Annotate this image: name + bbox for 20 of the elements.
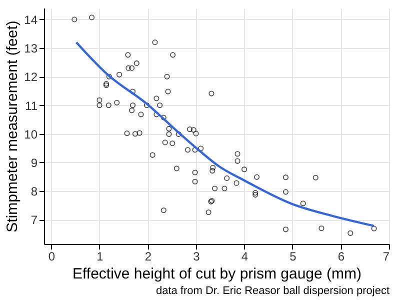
y-tick-label: 7 xyxy=(30,213,38,228)
y-tick-label: 9 xyxy=(30,156,38,170)
y-tick-label: 13 xyxy=(24,42,38,56)
y-tick-label: 11 xyxy=(25,98,38,113)
line-series xyxy=(75,41,376,228)
x-tick-label: 0 xyxy=(48,250,56,264)
y-tick-label: 14 xyxy=(24,12,38,27)
y-tick-label: 8 xyxy=(30,184,38,199)
y-tick-label: 10 xyxy=(24,127,38,142)
y-tick-label: 12 xyxy=(24,70,38,84)
x-tick-label: 2 xyxy=(144,250,152,264)
text: data from Dr. Eric Reasor ball dispersion project xyxy=(156,285,390,297)
x-tick-label: 1 xyxy=(96,250,104,264)
x-tick-label: 3 xyxy=(193,250,200,264)
x-tick-label: 5 xyxy=(290,250,297,264)
x-tick-label: 7 xyxy=(382,250,390,264)
x-axis-title: Effective height of cut by prism gauge (mm) xyxy=(72,266,362,282)
y-axis-title: Stimpmeter measurement (feet) xyxy=(4,20,22,232)
x-tick-label: 6 xyxy=(338,250,345,264)
x-tick-label: 4 xyxy=(241,250,248,264)
